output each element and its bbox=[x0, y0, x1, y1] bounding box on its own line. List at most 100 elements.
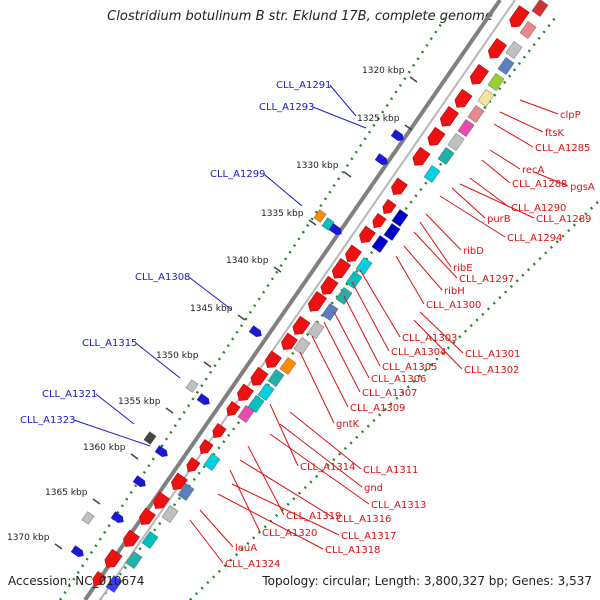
forward-gene-arrow bbox=[110, 511, 124, 523]
topology-summary: Topology: circular; Length: 3,800,327 bp… bbox=[262, 574, 592, 588]
reverse-gene-label: recA bbox=[522, 165, 545, 176]
gene-arrow bbox=[92, 571, 107, 587]
feature-box bbox=[457, 119, 475, 137]
gene-arrow bbox=[292, 315, 311, 335]
leader-line bbox=[403, 245, 443, 291]
scale-tick-label: 1345 kbp bbox=[190, 304, 233, 314]
reverse-gene-label: CLL_A1306 bbox=[371, 374, 426, 385]
leader-line bbox=[263, 173, 303, 207]
reverse-gene-label: pgsA bbox=[570, 182, 595, 193]
reverse-gene-label: CLL_A1290 bbox=[511, 203, 566, 214]
leader-line bbox=[188, 276, 233, 311]
feature-box bbox=[531, 0, 549, 17]
scale-tick-label: 1325 kbp bbox=[357, 114, 400, 124]
gene-arrow bbox=[307, 291, 327, 312]
feature-box bbox=[519, 21, 537, 39]
feature-box bbox=[177, 483, 195, 501]
scale-tick-label: 1330 kbp bbox=[296, 161, 339, 171]
feature-box bbox=[203, 453, 221, 471]
leader-line bbox=[413, 231, 458, 279]
leader-line bbox=[269, 433, 370, 505]
scale-tick-label: 1350 kbp bbox=[156, 351, 199, 361]
feature-box bbox=[391, 209, 409, 227]
forward-gene-label: CLL_A1323 bbox=[20, 415, 75, 426]
forward-gene-arrow bbox=[390, 129, 404, 141]
feature-box bbox=[143, 431, 157, 445]
leader-line bbox=[135, 342, 181, 379]
reverse-gene-label: CLL_A1288 bbox=[512, 179, 567, 190]
reverse-gene-label: CLL_A1318 bbox=[325, 545, 380, 556]
forward-gene-arrow bbox=[374, 153, 388, 165]
leader-line bbox=[359, 269, 401, 338]
feature-box bbox=[447, 133, 465, 151]
scale-tick-mark bbox=[409, 76, 418, 83]
leader-line bbox=[343, 295, 381, 367]
leader-line bbox=[519, 99, 559, 115]
feature-box bbox=[237, 405, 255, 423]
leader-line bbox=[289, 411, 362, 470]
gene-arrow bbox=[487, 38, 507, 59]
gene-arrow bbox=[372, 213, 387, 229]
leader-line bbox=[459, 183, 535, 219]
gene-arrow bbox=[509, 5, 530, 28]
gene-arrows bbox=[70, 5, 530, 587]
leader-line bbox=[533, 171, 569, 187]
leader-line bbox=[489, 149, 521, 170]
reverse-gene-label: ribH bbox=[444, 286, 465, 297]
reverse-gene-label: CLL_A1319 bbox=[286, 511, 341, 522]
leader-line bbox=[95, 393, 135, 425]
reverse-gene-label: CLL_A1324 bbox=[225, 559, 280, 570]
label-leader-lines bbox=[73, 84, 569, 564]
feature-box bbox=[345, 271, 363, 289]
leader-line bbox=[73, 419, 151, 447]
forward-gene-label: CLL_A1299 bbox=[210, 169, 265, 180]
leader-line bbox=[311, 335, 349, 408]
reverse-gene-label: CLL_A1309 bbox=[350, 403, 405, 414]
leader-line bbox=[425, 213, 462, 251]
scale-tick-mark bbox=[54, 543, 63, 550]
gene-arrow bbox=[427, 126, 446, 146]
scale-tick-label: 1360 kbp bbox=[83, 443, 126, 453]
reverse-gene-label: CLL_A1302 bbox=[464, 365, 519, 376]
feature-box bbox=[125, 551, 143, 569]
scale-tick-mark bbox=[92, 498, 101, 505]
gene-arrow bbox=[382, 199, 397, 215]
gene-arrow bbox=[439, 106, 459, 127]
feature-box bbox=[487, 73, 505, 91]
feature-box bbox=[505, 41, 523, 59]
gene-arrow bbox=[237, 383, 254, 401]
gene-arrow bbox=[226, 401, 241, 417]
leader-line bbox=[269, 403, 299, 467]
feature-box bbox=[383, 223, 401, 241]
leader-line bbox=[469, 177, 510, 208]
gene-arrow bbox=[469, 64, 489, 85]
feature-box bbox=[313, 209, 327, 223]
leader-line bbox=[351, 281, 390, 352]
reverse-gene-label: clpP bbox=[560, 110, 581, 121]
feature-box bbox=[293, 337, 311, 355]
leader-line bbox=[419, 221, 452, 268]
leader-line bbox=[493, 123, 534, 148]
leader-line bbox=[189, 519, 224, 564]
gene-arrow bbox=[123, 529, 140, 547]
gene-arrow bbox=[265, 350, 282, 368]
leader-line bbox=[439, 195, 506, 238]
forward-gene-arrow bbox=[70, 545, 84, 557]
dot-line bbox=[58, 17, 447, 600]
gene-arrow bbox=[186, 457, 201, 473]
forward-gene-arrow bbox=[328, 223, 342, 235]
reverse-gene-label: CLL_A1314 bbox=[300, 462, 355, 473]
scale-tick-label: 1320 kbp bbox=[362, 66, 405, 76]
leader-line bbox=[395, 255, 425, 305]
forward-gene-arrow bbox=[196, 393, 210, 405]
forward-gene-label: CLL_A1315 bbox=[82, 338, 137, 349]
gene-arrow bbox=[153, 491, 170, 509]
scale-tick-mark bbox=[343, 171, 352, 178]
scale-tick-label: 1365 kbp bbox=[45, 488, 88, 498]
reverse-gene-label: CLL_A1317 bbox=[341, 531, 396, 542]
feature-box bbox=[371, 235, 389, 253]
feature-box bbox=[141, 531, 159, 549]
leader-line bbox=[419, 311, 464, 354]
feature-box bbox=[257, 383, 275, 401]
feature-box bbox=[477, 89, 495, 107]
